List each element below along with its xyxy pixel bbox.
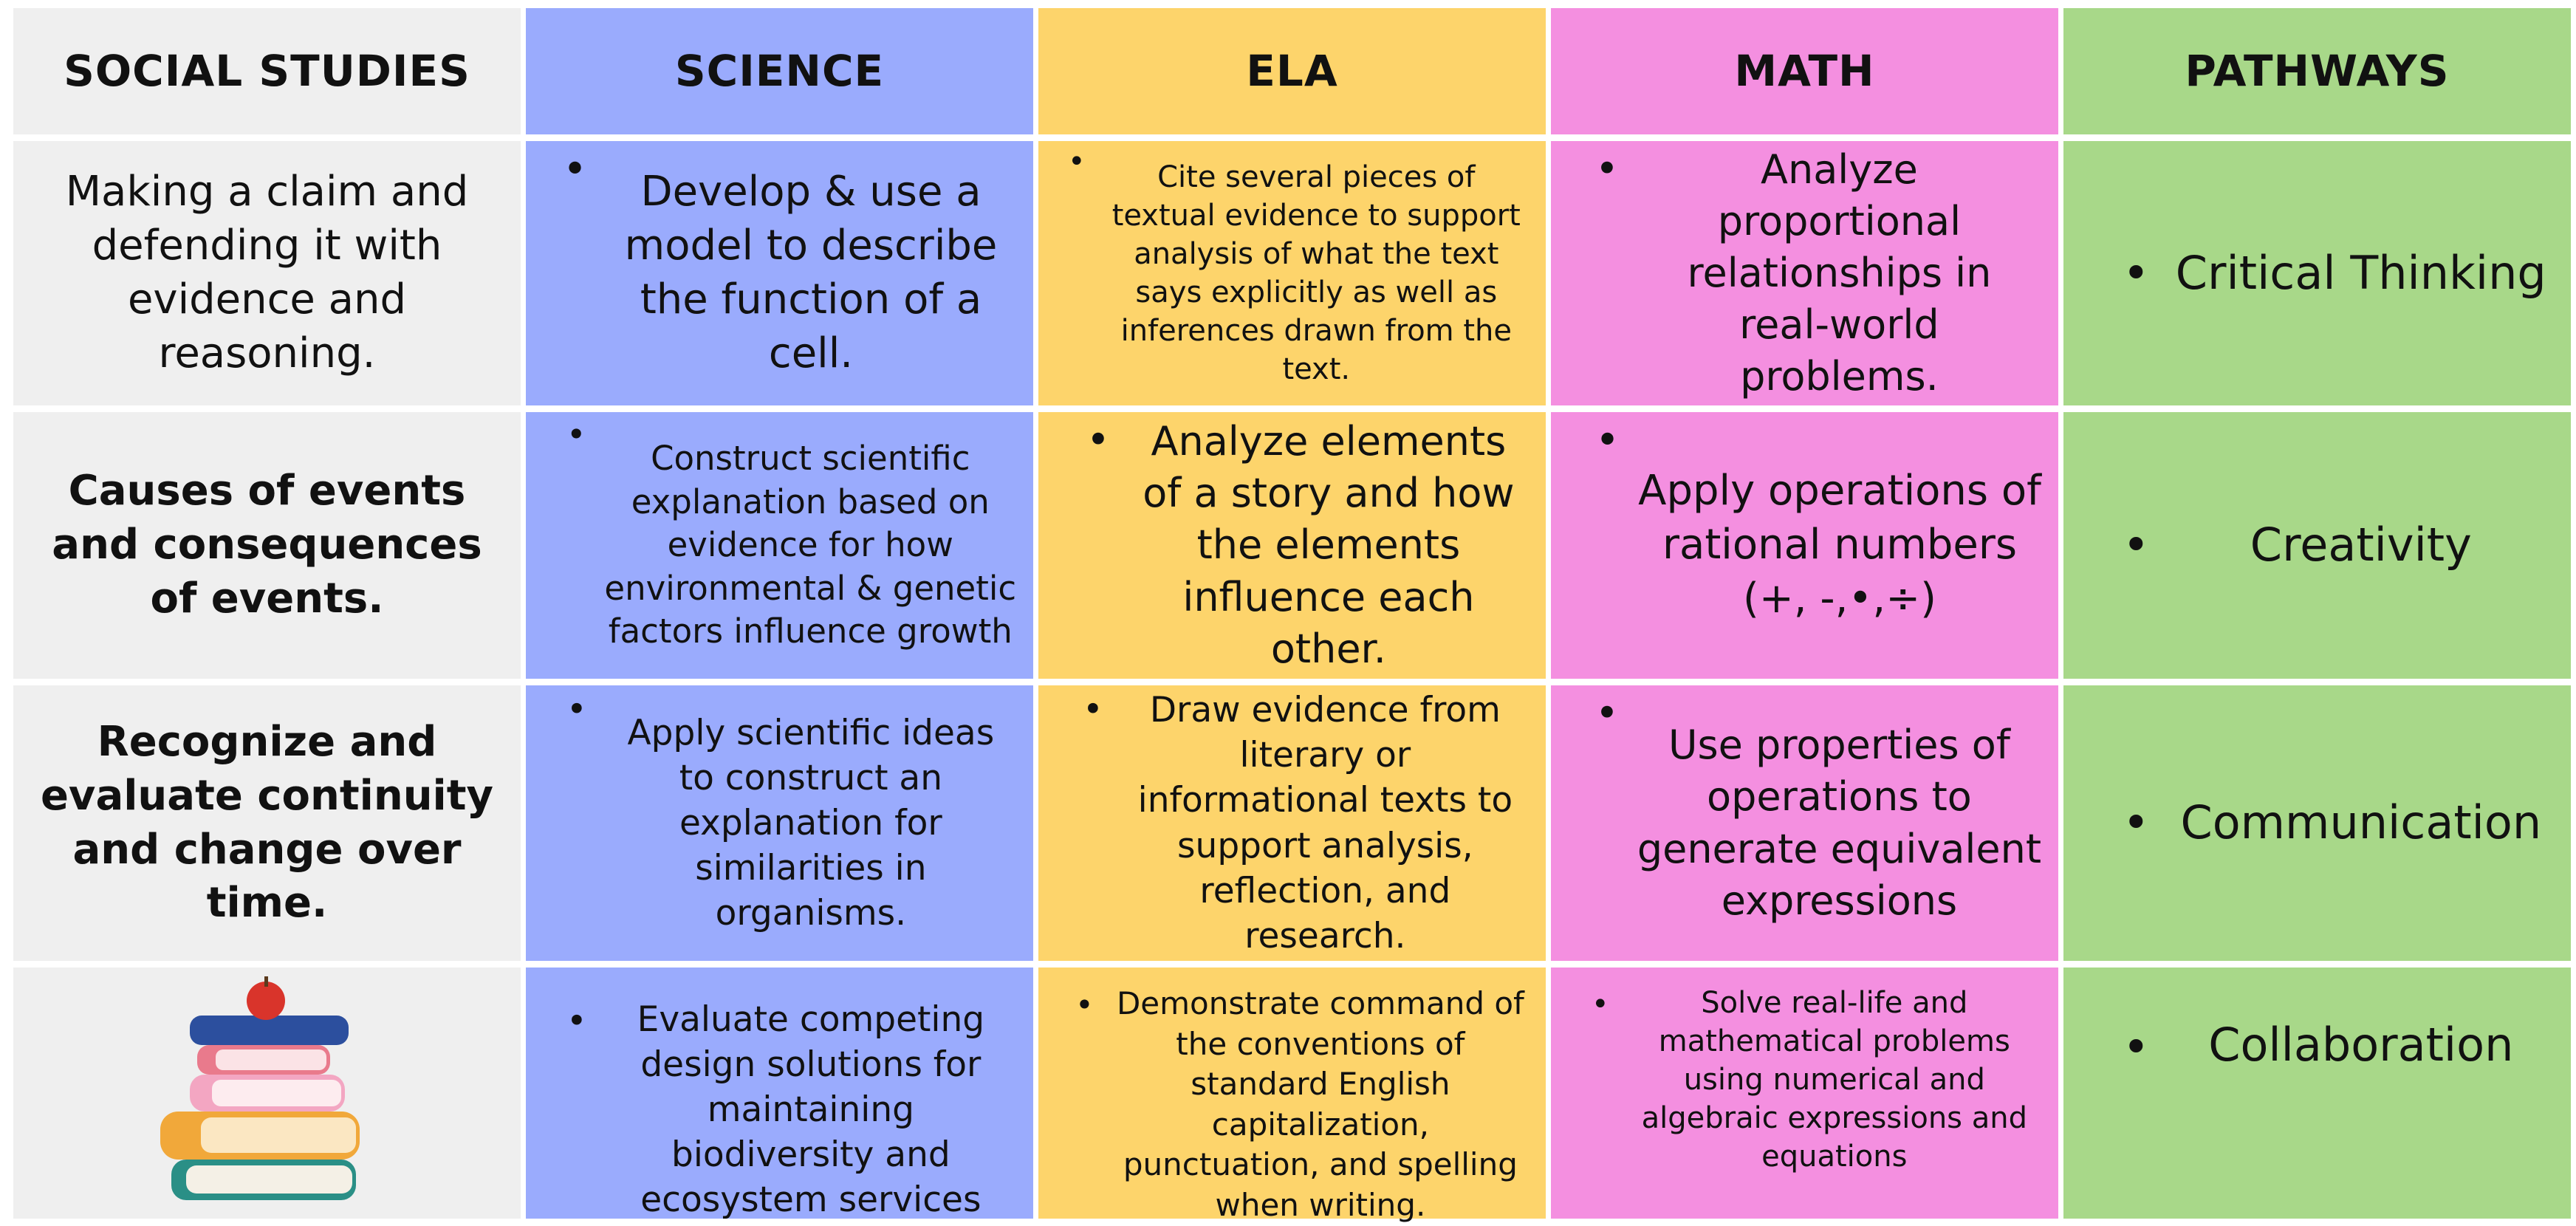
cell-text: Use properties of operations to generate… [1637, 722, 2042, 924]
cell-text: Critical Thinking [2175, 245, 2546, 300]
cell: Demonstrate command of the conventions o… [1038, 968, 1546, 1223]
cell-text: Creativity [2250, 518, 2472, 572]
column-header: PATHWAYS [2063, 8, 2571, 134]
column-header: SOCIAL STUDIES [13, 8, 521, 134]
cell: Use properties of operations to generate… [1551, 685, 2058, 961]
cell-text: Collaboration [2208, 1018, 2514, 1072]
column-header: ELA [1038, 8, 1546, 134]
cell-text: Solve real-life and mathematical problem… [1641, 986, 2027, 1174]
cell: Evaluate competing design solutions for … [526, 968, 1033, 1221]
cell: Communication [2063, 685, 2571, 961]
cell: Analyze proportional relationships in re… [1551, 141, 2058, 405]
cell: Develop & use a model to describe the fu… [526, 141, 1033, 405]
cell-text: Apply operations of rational numbers (+,… [1638, 467, 2041, 623]
cell-text: Analyze proportional relationships in re… [1687, 145, 1992, 400]
cell-text: Evaluate competing design solutions for … [637, 999, 985, 1221]
cell-text: Construct scientific explanation based o… [604, 439, 1017, 651]
column-header: SCIENCE [526, 8, 1033, 134]
cell-text: Cite several pieces of textual evidence … [1111, 160, 1521, 386]
cell: Draw evidence from literary or informati… [1038, 685, 1546, 961]
cell: Causes of events and consequences of eve… [13, 412, 521, 679]
cell: Apply scientific ideas to construct an e… [526, 685, 1033, 961]
cell-text: Develop & use a model to describe the fu… [624, 168, 998, 377]
cell: Recognize and evaluate continuity and ch… [13, 685, 521, 961]
cell-text: Analyze elements of a story and how the … [1143, 418, 1515, 672]
cell-text: Demonstrate command of the conventions o… [1116, 985, 1524, 1223]
cell: Making a claim and defending it with evi… [13, 141, 521, 405]
cell-text: Draw evidence from literary or informati… [1137, 690, 1513, 956]
column-header: MATH [1551, 8, 2058, 134]
cell: Solve real-life and mathematical problem… [1551, 968, 2058, 1219]
cell: Construct scientific explanation based o… [526, 412, 1033, 679]
cell: Collaboration [2063, 968, 2571, 1219]
cell: Creativity [2063, 412, 2571, 679]
books-illustration [160, 976, 360, 1200]
cell: Cite several pieces of textual evidence … [1038, 141, 1546, 405]
cell [13, 968, 521, 1219]
cell: Analyze elements of a story and how the … [1038, 412, 1546, 679]
cell-text: Communication [2180, 795, 2542, 850]
cell: Critical Thinking [2063, 141, 2571, 405]
standards-table: SOCIAL STUDIES SCIENCE ELA MATH PATHWAYS… [13, 8, 2571, 1223]
cell: Apply operations of rational numbers (+,… [1551, 412, 2058, 679]
cell-text: Apply scientific ideas to construct an e… [627, 712, 995, 934]
